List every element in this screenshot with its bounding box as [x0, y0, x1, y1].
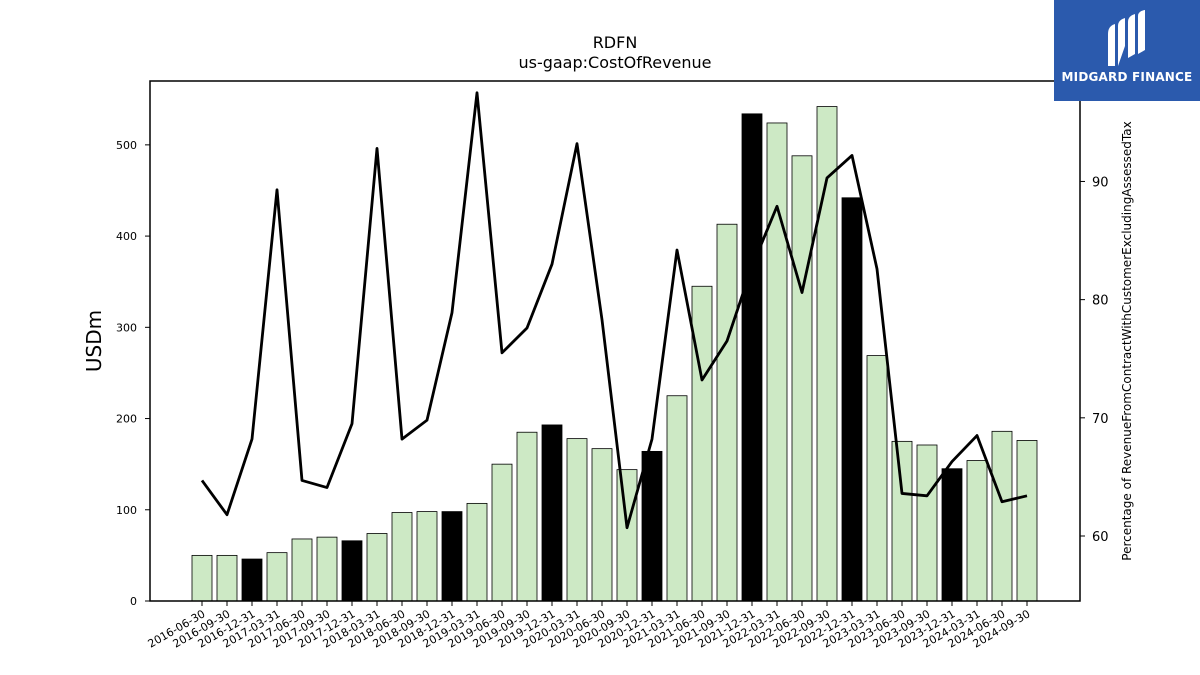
bar-2018-12-31	[441, 511, 463, 602]
percentage-line	[200, 91, 1028, 530]
midgard-logo-icon	[1108, 10, 1145, 66]
y-axis-ticks: 0 100 200 300 400 500	[116, 139, 150, 608]
bar-2023-06-30	[891, 440, 913, 602]
bar-group	[191, 106, 1038, 602]
bar-2017-03-31	[266, 552, 288, 602]
bar-2023-09-30	[916, 444, 938, 602]
brand-logo-text: MIDGARD FINANCE	[1061, 70, 1193, 84]
bar-2020-03-31	[566, 438, 588, 602]
bar-2022-12-31	[841, 197, 863, 602]
bar-2020-09-30	[616, 469, 638, 602]
y-tick-label: 100	[116, 504, 137, 517]
y2-tick-label: 80	[1092, 294, 1109, 309]
y2-axis-label: Percentage of RevenueFromContractWithCus…	[1120, 121, 1134, 560]
bar-2018-06-30	[391, 512, 413, 602]
bar-2017-09-30	[316, 536, 338, 602]
bar-2019-03-31	[466, 502, 488, 602]
bar-2019-09-30	[516, 431, 538, 602]
bar-2024-09-30	[1016, 440, 1038, 602]
bar-2021-12-31	[741, 113, 763, 602]
bar-2016-09-30	[216, 554, 238, 602]
bar-2018-03-31	[366, 533, 388, 602]
bar-2016-06-30	[191, 554, 213, 602]
x-axis-ticks: 2016-06-302016-09-302016-12-312017-03-31…	[146, 601, 1033, 651]
bar-2021-03-31	[666, 395, 688, 602]
y-tick-label: 200	[116, 413, 137, 426]
bar-2021-09-30	[716, 223, 738, 602]
y2-tick-label: 60	[1092, 530, 1109, 545]
y-axis-label: USDm	[82, 310, 106, 372]
bar-2023-03-31	[866, 355, 888, 602]
y-tick-label: 0	[130, 595, 137, 608]
bar-2020-06-30	[591, 448, 613, 602]
bar-2019-12-31	[541, 424, 563, 602]
bar-2023-12-31	[941, 468, 963, 602]
bar-2019-06-30	[491, 463, 513, 602]
bar-2017-06-30	[291, 538, 313, 602]
bar-2021-06-30	[691, 285, 713, 602]
bar-2016-12-31	[241, 558, 263, 602]
y2-tick-label: 70	[1092, 412, 1109, 427]
y-tick-label: 400	[116, 230, 137, 243]
y2-tick-label: 90	[1092, 175, 1109, 190]
chart-subtitle: us-gaap:CostOfRevenue	[518, 53, 711, 72]
y-tick-label: 500	[116, 139, 137, 152]
chart-title: RDFN	[593, 33, 638, 52]
plot-frame	[149, 80, 1081, 602]
y-tick-label: 300	[116, 321, 137, 334]
bar-2024-06-30	[991, 430, 1013, 602]
bar-2018-09-30	[416, 511, 438, 602]
bar-2022-06-30	[791, 155, 813, 602]
bar-2017-12-31	[341, 540, 363, 602]
line-group	[200, 91, 1028, 530]
bar-2020-12-31	[641, 450, 663, 602]
bar-2024-03-31	[966, 460, 988, 602]
brand-logo: MIDGARD FINANCE	[1054, 0, 1200, 101]
bar-2022-03-31	[766, 122, 788, 602]
y2-axis-ticks: 60 70 80 90	[1080, 175, 1109, 545]
